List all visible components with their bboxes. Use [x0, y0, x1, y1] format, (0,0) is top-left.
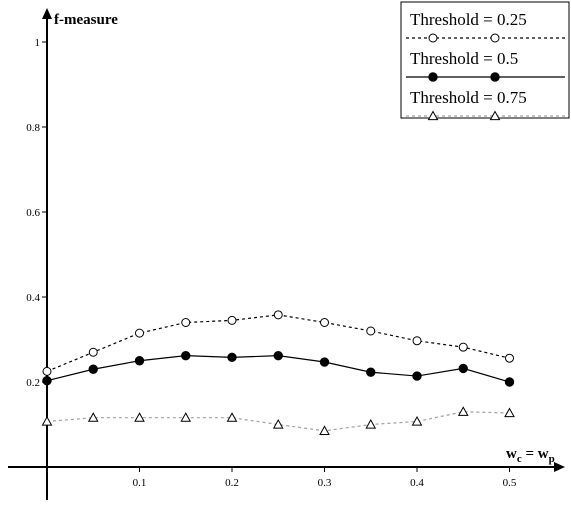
data-point: [88, 347, 98, 357]
data-point: [458, 342, 468, 352]
data-point: [320, 318, 329, 327]
legend-label: Threshold = 0.5: [410, 49, 518, 68]
data-point: [88, 364, 98, 374]
data-point: [366, 326, 376, 336]
x-axis-title-sub2: p: [549, 453, 555, 465]
data-point: [42, 366, 52, 376]
series-1: [42, 310, 514, 376]
data-point: [504, 377, 515, 387]
legend-box: [400, 1, 570, 119]
data-point: [134, 356, 145, 366]
x-tick-label: 0.1: [133, 477, 147, 489]
series-layer: [41, 310, 515, 435]
legend-label: Threshold = 0.25: [410, 10, 527, 29]
y-tick-label: 1: [35, 37, 41, 49]
x-axis-arrow: [554, 462, 565, 472]
y-axis-title: f-measure: [54, 12, 118, 28]
data-point: [458, 363, 468, 374]
ticks: 0.1 0.2 0.3 0.4 0.5 0.2 0.4 0.6 0.8 1: [26, 37, 517, 489]
series-3: [41, 406, 515, 435]
data-point: [41, 415, 53, 426]
data-point: [87, 412, 99, 422]
x-tick-label: 0.5: [503, 477, 517, 489]
data-point: [504, 407, 515, 418]
data-point: [180, 412, 192, 422]
data-point: [272, 418, 284, 429]
x-axis-title: wc = wp: [506, 446, 555, 465]
data-point: [181, 318, 191, 327]
data-point: [412, 336, 422, 346]
legend-label: Threshold = 0.75: [410, 88, 527, 107]
data-point: [227, 352, 237, 363]
data-point: [273, 310, 283, 320]
data-point: [135, 328, 144, 338]
y-axis-arrow: [42, 8, 52, 19]
y-tick-label: 0.4: [26, 292, 40, 304]
data-point: [319, 425, 330, 435]
data-point: [181, 350, 191, 361]
data-point: [412, 371, 422, 381]
x-tick-label: 0.4: [410, 477, 424, 489]
data-point: [319, 357, 330, 367]
data-point: [490, 72, 500, 82]
x-tick-label: 0.2: [225, 477, 239, 489]
data-point: [273, 350, 283, 361]
data-point: [411, 415, 423, 426]
data-point: [457, 406, 469, 416]
series-line: [46, 314, 510, 372]
x-tick-label: 0.3: [318, 477, 332, 489]
data-point: [366, 367, 376, 377]
data-point: [226, 412, 238, 422]
data-point: [227, 315, 237, 325]
y-tick-label: 0.2: [26, 377, 40, 389]
data-point: [134, 412, 145, 422]
x-axis-title-eq: = w: [522, 446, 549, 462]
data-point: [489, 110, 501, 121]
data-point: [428, 72, 438, 82]
legend: Threshold = 0.25 Threshold = 0.5 Threshold…: [400, 1, 570, 121]
data-point: [505, 353, 514, 363]
data-point: [365, 418, 377, 429]
data-point: [428, 33, 438, 43]
x-axis-title-main: w: [506, 446, 517, 462]
y-tick-label: 0.6: [26, 207, 40, 219]
data-point: [490, 33, 500, 43]
series-2: [42, 350, 515, 387]
data-point: [427, 110, 439, 121]
y-tick-label: 0.8: [26, 122, 40, 134]
data-point: [42, 376, 52, 386]
x-axis-title-sub: c: [517, 453, 522, 465]
